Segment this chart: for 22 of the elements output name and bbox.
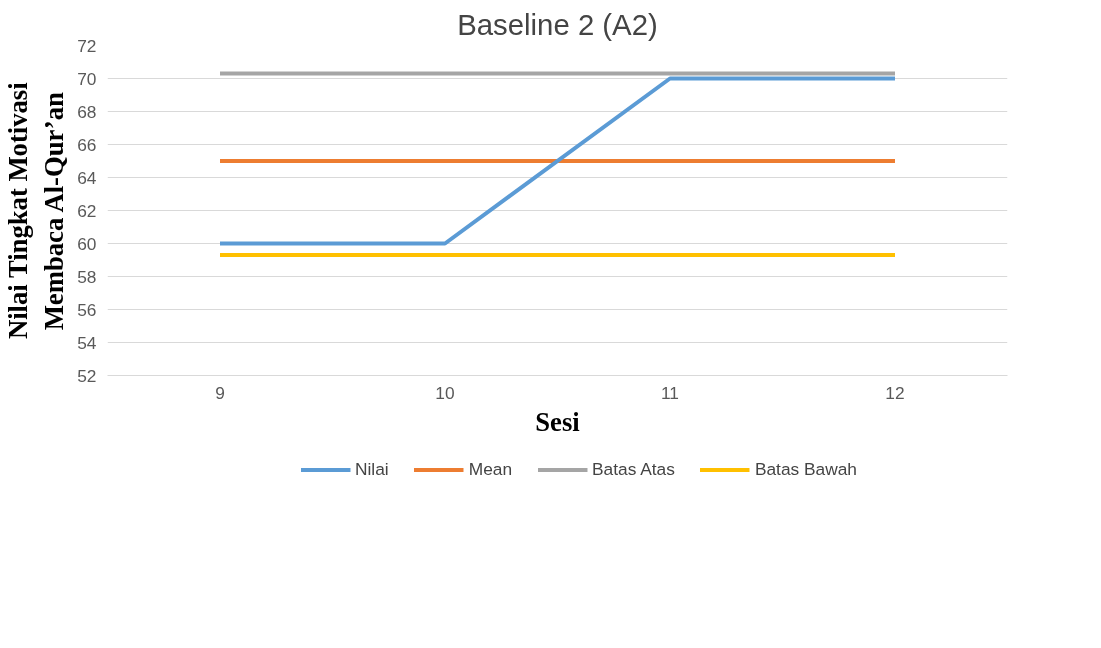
x-tick-label: 11 <box>661 382 680 403</box>
y-tick-label: 68 <box>77 101 97 122</box>
y-tick-label: 62 <box>77 200 97 221</box>
y-tick-label: 56 <box>77 299 97 320</box>
x-axis-title: Sesi <box>535 406 581 437</box>
chart-title: Baseline 2 (A2) <box>457 7 658 41</box>
legend-label: Batas Atas <box>592 458 675 480</box>
y-tick-label: 54 <box>77 332 97 353</box>
y-tick-label: 66 <box>77 134 97 155</box>
x-tick-label: 9 <box>215 382 225 403</box>
y-tick-label: 60 <box>77 233 97 254</box>
legend-label: Batas Bawah <box>754 458 858 480</box>
legend-label: Mean <box>468 458 513 480</box>
x-tick-label: 10 <box>435 382 455 403</box>
y-axis-title: Nilai Tingkat Motivasi Membaca Al-Qur’an <box>3 81 70 340</box>
y-tick-label: 72 <box>77 35 97 56</box>
y-tick-label: 70 <box>77 68 97 89</box>
x-tick-label: 12 <box>885 382 905 403</box>
y-tick-label: 58 <box>77 266 97 287</box>
y-tick-label: 64 <box>77 167 97 188</box>
y-tick-label: 52 <box>77 365 97 386</box>
legend-label: Nilai <box>354 458 389 480</box>
